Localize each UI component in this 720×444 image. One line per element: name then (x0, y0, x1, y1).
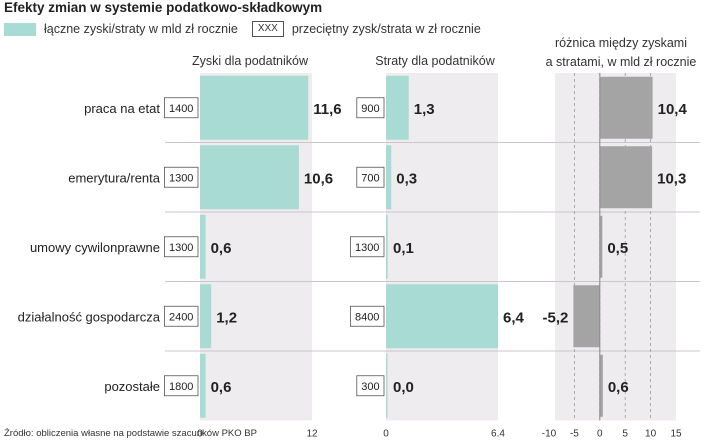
category-label: pozostałe (104, 379, 160, 394)
avg-box (349, 236, 385, 258)
avg-label: 1300 (169, 242, 193, 254)
data-label: 10,3 (657, 170, 686, 187)
tick-label: 15 (670, 429, 682, 440)
legend-avg-box: XXX (251, 21, 284, 37)
tick-label: -5 (570, 429, 579, 440)
category-label: praca na etat (84, 101, 160, 116)
avg-box (349, 305, 385, 327)
data-label: 6,4 (503, 309, 525, 326)
avg-label: 900 (361, 103, 379, 115)
avg-box (356, 375, 385, 397)
data-label: 11,6 (313, 101, 341, 118)
bar-gains (200, 145, 299, 210)
bar-gains (200, 353, 206, 418)
avg-box (163, 97, 199, 119)
legend: łączne zyski/straty w mld zł rocznie XXX… (4, 20, 481, 38)
data-label: 0,5 (607, 240, 628, 257)
data-label: 0,6 (211, 240, 232, 257)
avg-label: 700 (361, 172, 379, 184)
avg-box (163, 236, 199, 258)
tick-label: 6.4 (491, 429, 505, 440)
legend-bar-label: łączne zyski/straty w mld zł rocznie (44, 22, 238, 36)
tick-label: 10 (645, 429, 657, 440)
avg-label: 2400 (169, 311, 193, 323)
bar-difference (599, 215, 603, 278)
tick-label: 0 (197, 429, 203, 440)
bar-losses (386, 214, 388, 279)
avg-label: 8400 (355, 311, 379, 323)
tick-label: 12 (306, 429, 318, 440)
bar-gains (200, 75, 309, 140)
panel-title-diff-line1: różnica między zyskami (555, 36, 687, 50)
bar-difference (573, 285, 600, 348)
bar-losses (386, 353, 388, 418)
tick-label: -10 (542, 429, 557, 440)
bar-difference (599, 146, 653, 209)
data-label: 1,2 (216, 309, 237, 326)
chart-title: Efekty zmian w systemie podatkowo-składk… (4, 0, 323, 15)
avg-box (356, 166, 385, 188)
avg-label: 1400 (169, 103, 193, 115)
category-label: umowy cywilonprawne (30, 240, 160, 255)
panel-title-gains: Zyski dla podatników (191, 54, 309, 68)
bar-gains (200, 214, 206, 279)
data-label: 10,4 (658, 101, 688, 118)
data-label: 1,3 (414, 101, 435, 118)
legend-bar-swatch (4, 22, 36, 36)
bar-losses (386, 75, 409, 140)
avg-box (163, 166, 199, 188)
panel-title-diff: różnica między zyskami a stratami, w mld… (525, 34, 717, 72)
avg-box (163, 375, 199, 397)
avg-label: 1800 (169, 381, 193, 393)
data-label: 0,0 (393, 379, 414, 396)
tick-label: 5 (622, 429, 628, 440)
data-label: -5,2 (543, 309, 569, 326)
tick-label: 0 (597, 429, 603, 440)
panel-title-diff-line2: a stratami, w mld zł rocznie (545, 55, 697, 69)
data-label: 0,6 (608, 379, 629, 396)
data-label: 0,3 (396, 170, 417, 187)
data-label: 10,6 (304, 170, 333, 187)
bar-losses (386, 145, 392, 210)
bar-losses (386, 284, 498, 349)
avg-label: 1300 (355, 242, 379, 254)
data-label: 0,1 (393, 240, 414, 257)
avg-label: 300 (361, 381, 379, 393)
avg-label: 1300 (169, 172, 193, 184)
source-footer: Źródło: obliczenia własne na podstawie s… (4, 428, 257, 439)
tick-label: 0 (383, 429, 389, 440)
panel-title-losses: Straty dla podatników (375, 54, 495, 68)
data-label: 0,6 (211, 379, 232, 396)
category-label: działalność gospodarcza (18, 309, 161, 324)
legend-avg-label: przeciętny zysk/strata w zł rocznie (291, 22, 481, 36)
bar-difference (599, 354, 603, 417)
category-label: emerytura/renta (68, 170, 161, 185)
bar-gains (200, 284, 212, 349)
avg-box (163, 305, 199, 327)
avg-box (356, 97, 385, 119)
bar-difference (599, 76, 653, 139)
